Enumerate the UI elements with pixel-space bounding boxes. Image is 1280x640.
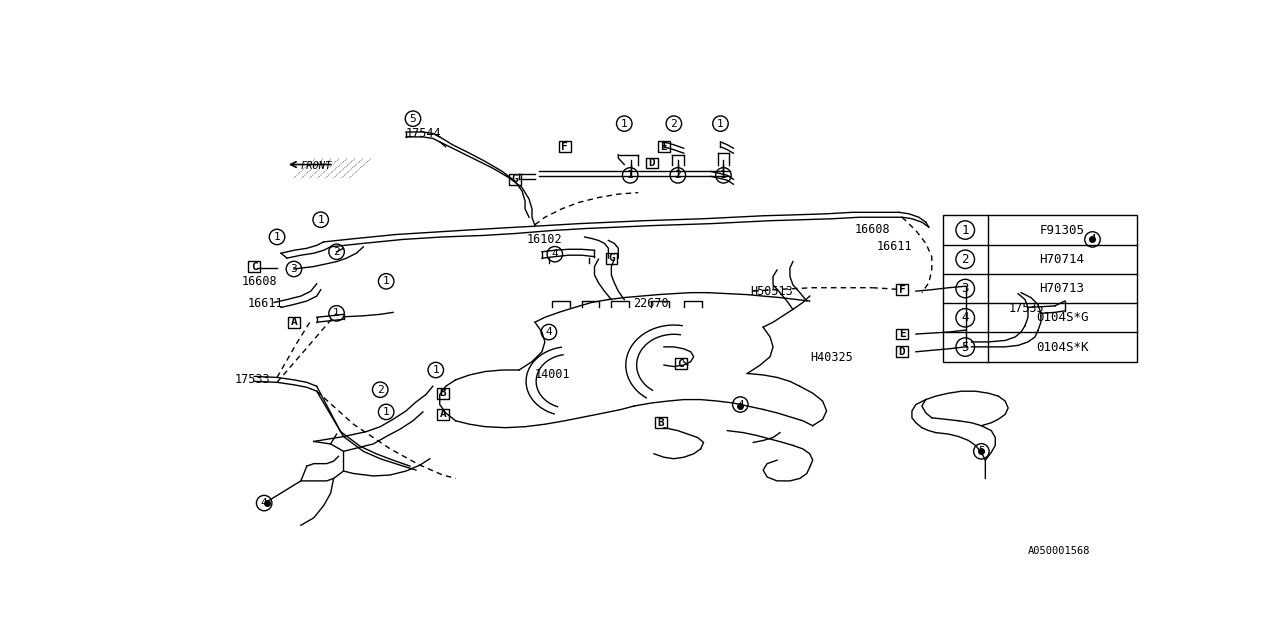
Text: A050001568: A050001568	[1028, 546, 1091, 556]
Text: 2: 2	[671, 118, 677, 129]
Bar	[658, 141, 669, 152]
Text: 1: 1	[274, 232, 280, 242]
Bar	[646, 157, 658, 168]
Text: F: F	[899, 285, 905, 294]
Text: H50513: H50513	[750, 285, 794, 298]
Text: 3: 3	[961, 282, 969, 295]
Text: 1: 1	[383, 276, 389, 286]
Bar	[896, 284, 908, 295]
Text: 4: 4	[552, 249, 558, 259]
Text: 4: 4	[961, 311, 969, 324]
Text: E: E	[899, 329, 905, 339]
Bar	[436, 409, 448, 420]
Text: 5: 5	[961, 340, 969, 353]
Text: 1: 1	[717, 118, 724, 129]
Text: 3: 3	[291, 264, 297, 274]
Text: 4: 4	[545, 327, 552, 337]
Text: 1: 1	[621, 118, 627, 129]
Text: B: B	[439, 388, 447, 398]
Bar	[288, 317, 300, 328]
Bar	[896, 346, 908, 357]
Bar	[559, 141, 571, 152]
Bar	[248, 261, 260, 272]
Text: 16608: 16608	[855, 223, 890, 236]
Text: 16102: 16102	[527, 233, 563, 246]
Bar	[509, 174, 521, 185]
Text: A: A	[439, 410, 447, 419]
Text: 5: 5	[978, 446, 984, 456]
Text: H70713: H70713	[1039, 282, 1084, 295]
Text: 5: 5	[410, 114, 416, 124]
Text: 1: 1	[433, 365, 439, 375]
Bar	[675, 358, 686, 369]
Bar	[943, 216, 1137, 362]
Text: 1: 1	[961, 223, 969, 237]
Text: F: F	[562, 142, 568, 152]
Text: D: D	[649, 158, 655, 168]
Text: 14001: 14001	[535, 369, 571, 381]
Text: 2: 2	[333, 247, 340, 257]
Text: 1: 1	[627, 170, 634, 180]
Text: 2: 2	[961, 253, 969, 266]
Text: 17544: 17544	[406, 127, 442, 140]
Text: B: B	[658, 418, 664, 428]
Text: 17533: 17533	[234, 373, 270, 387]
Text: 4: 4	[1089, 234, 1096, 244]
Text: E: E	[660, 142, 667, 152]
Bar	[896, 329, 908, 339]
Text: 1: 1	[383, 407, 389, 417]
Bar	[605, 253, 617, 264]
Text: 0104S*G: 0104S*G	[1036, 311, 1088, 324]
Text: 16611: 16611	[247, 297, 283, 310]
Text: H40325: H40325	[810, 351, 852, 364]
Text: 2: 2	[376, 385, 384, 395]
Text: 1: 1	[317, 214, 324, 225]
Text: D: D	[899, 347, 905, 356]
Text: 0104S*K: 0104S*K	[1036, 340, 1088, 353]
Text: 1: 1	[721, 170, 727, 180]
Text: G: G	[512, 174, 518, 184]
Text: 4: 4	[261, 498, 268, 508]
Text: C: C	[251, 262, 257, 271]
Text: 2: 2	[675, 170, 681, 180]
Bar	[436, 388, 448, 399]
Text: 17535: 17535	[1009, 302, 1043, 315]
Bar	[655, 417, 667, 428]
Text: G: G	[608, 253, 614, 263]
Text: 1: 1	[333, 308, 340, 318]
Text: FRONT: FRONT	[301, 161, 332, 171]
Text: F91305: F91305	[1039, 223, 1084, 237]
Text: 4: 4	[737, 399, 744, 410]
Text: 16611: 16611	[877, 240, 911, 253]
Text: A: A	[291, 317, 297, 327]
Text: C: C	[677, 358, 685, 369]
Text: 16608: 16608	[242, 275, 276, 288]
Text: 22670: 22670	[634, 297, 669, 310]
Text: H70714: H70714	[1039, 253, 1084, 266]
